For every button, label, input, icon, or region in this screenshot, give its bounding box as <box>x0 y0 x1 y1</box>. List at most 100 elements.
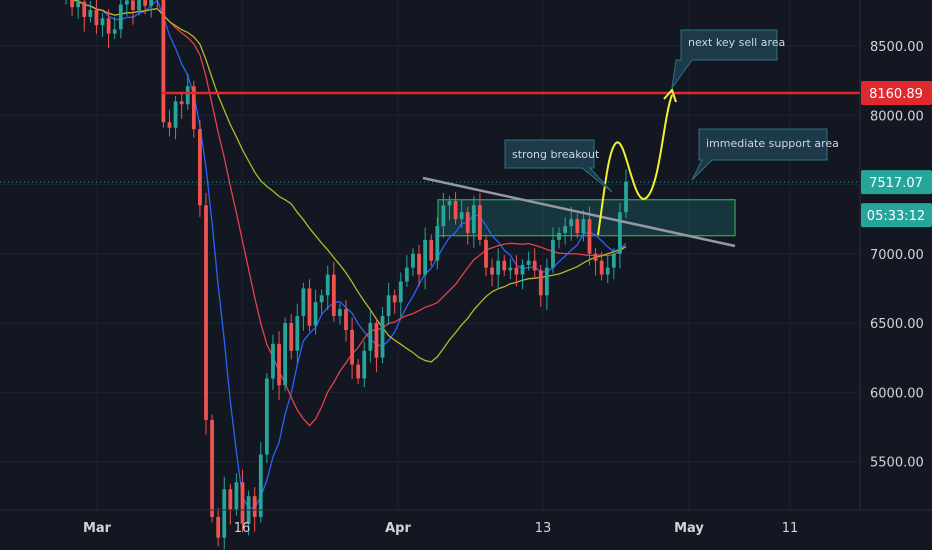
candle-body <box>149 0 154 6</box>
candle-body <box>252 496 257 517</box>
support-zone <box>437 199 736 237</box>
price-badge-label: 05:33:12 <box>867 209 925 224</box>
x-tick-label: 13 <box>535 521 552 536</box>
x-tick-label: 11 <box>782 521 799 536</box>
x-tick-label: 16 <box>234 521 251 536</box>
candle-body <box>526 260 531 265</box>
candle-body <box>398 281 403 303</box>
candle-body <box>319 295 324 303</box>
candle-body <box>173 101 178 128</box>
candlestick-series <box>65 0 628 550</box>
candle-body <box>118 4 123 30</box>
projection-arrowhead <box>663 88 677 103</box>
candle-body <box>496 260 501 275</box>
candle-body <box>386 295 391 317</box>
candle-body <box>459 212 464 220</box>
candle-body <box>374 323 379 358</box>
candle-body <box>502 260 507 271</box>
candle-body <box>191 86 196 130</box>
x-tick-label: Apr <box>385 521 411 536</box>
candle-body <box>520 264 525 275</box>
callout-strong-breakout[interactable]: strong breakout <box>504 139 613 193</box>
moving-average-line <box>70 0 627 363</box>
key-levels <box>0 91 860 183</box>
candle-body <box>88 10 93 17</box>
candle-body <box>210 419 214 517</box>
candle-body <box>429 239 434 261</box>
trend-drawings <box>422 88 736 248</box>
trendline <box>422 176 736 248</box>
price-badges: 8160.89 7517.07 05:33:12 <box>861 80 932 228</box>
callout-immediate-support-area[interactable]: immediate support area <box>691 128 839 181</box>
candle-body <box>465 212 470 233</box>
candle-body <box>94 10 99 26</box>
candle-body <box>356 364 361 379</box>
price-badge <box>861 80 932 105</box>
candle-body <box>362 350 367 379</box>
price-badge-label: 7517.07 <box>869 176 923 191</box>
candle-body <box>106 18 111 34</box>
candle-body <box>392 295 397 303</box>
candle-body <box>198 129 202 206</box>
candle-body <box>137 0 141 11</box>
candle-body <box>307 288 312 326</box>
candle-body <box>441 205 446 227</box>
candle-body <box>185 86 190 105</box>
candle-body <box>216 516 221 538</box>
candle-body <box>544 267 549 296</box>
candle-body <box>350 329 354 365</box>
y-tick-label: 7000.00 <box>870 248 924 263</box>
time-axis[interactable]: Mar 16 Apr 13 May 11 <box>83 521 798 536</box>
candle-body <box>581 219 586 233</box>
callout-text: strong breakout <box>512 148 600 161</box>
candle-body <box>575 219 580 233</box>
callout-text: immediate support area <box>706 137 839 150</box>
candle-body <box>240 482 245 524</box>
callout-next-key-sell-area[interactable]: next key sell area <box>671 29 785 89</box>
candle-body <box>593 253 598 261</box>
candle-body <box>204 205 208 420</box>
candle-body <box>338 309 342 317</box>
candle-body <box>283 323 288 386</box>
candle-body <box>417 253 421 275</box>
candle-body <box>264 378 269 455</box>
x-tick-label: May <box>674 521 704 536</box>
candle-body <box>557 233 561 240</box>
candle-body <box>423 239 428 275</box>
y-tick-label: 8500.00 <box>870 40 924 55</box>
projected-path <box>597 94 673 236</box>
candle-body <box>112 29 117 34</box>
candle-body <box>411 253 415 268</box>
candle-body <box>605 267 610 275</box>
support-zone-box <box>437 199 736 237</box>
candle-body <box>100 18 105 26</box>
grid-lines <box>0 0 860 510</box>
candle-body <box>471 205 476 233</box>
candle-body <box>289 323 294 351</box>
candle-body <box>380 316 385 358</box>
candle-body <box>313 302 318 326</box>
candle-body <box>569 219 574 227</box>
candle-body <box>124 0 129 5</box>
candle-body <box>331 274 336 317</box>
candle-body <box>143 0 148 6</box>
candle-body <box>538 270 543 296</box>
candle-body <box>484 239 488 268</box>
candle-body <box>624 181 628 213</box>
y-tick-label: 6500.00 <box>870 317 924 332</box>
candle-body <box>295 316 300 351</box>
candle-body <box>70 0 74 8</box>
y-tick-label: 6000.00 <box>870 386 924 401</box>
candle-body <box>368 323 373 351</box>
candle-body <box>271 343 275 379</box>
candle-body <box>508 267 513 271</box>
candle-body <box>277 343 281 386</box>
candle-body <box>551 239 555 268</box>
candle-body <box>587 219 592 254</box>
candle-body <box>325 274 330 296</box>
price-badge <box>861 170 932 195</box>
candle-body <box>258 454 263 517</box>
candle-body <box>453 201 458 220</box>
